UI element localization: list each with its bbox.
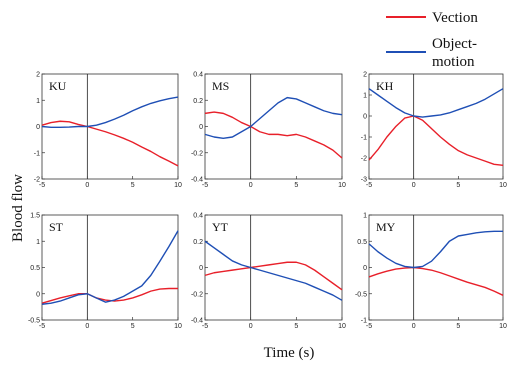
y-tick-label: -1	[34, 150, 40, 157]
x-axis-label: Time (s)	[264, 345, 315, 361]
series-line-object-motion	[204, 240, 343, 301]
x-tick-label: 5	[294, 323, 298, 330]
y-tick-label: 2	[363, 72, 367, 79]
x-tick-label: 5	[456, 182, 460, 189]
y-tick-label: 0.5	[357, 239, 367, 246]
y-tick-label: 1	[363, 93, 367, 100]
y-tick-label: 0.4	[193, 213, 203, 220]
x-tick-label: -5	[202, 182, 208, 189]
y-tick-label: -0.2	[191, 291, 203, 298]
y-tick-label: -0.2	[191, 150, 203, 157]
series-line-object-motion	[204, 96, 343, 140]
series-line-vection	[204, 111, 343, 159]
x-tick-label: 5	[131, 323, 135, 330]
legend-label-vection: Vection	[432, 10, 478, 26]
panel-title: MY	[376, 220, 396, 234]
x-tick-label: 0	[85, 323, 89, 330]
panel-title: YT	[212, 220, 229, 234]
y-tick-label: 0.2	[193, 239, 203, 246]
y-tick-label: -2	[361, 156, 367, 163]
series-line-object-motion	[41, 96, 179, 128]
y-tick-label: 0	[363, 265, 367, 272]
x-tick-label: 10	[174, 182, 182, 189]
x-tick-label: 10	[338, 323, 346, 330]
series-line-object-motion	[368, 88, 504, 118]
series-line-object-motion	[368, 230, 503, 269]
x-tick-label: -5	[366, 323, 372, 330]
panel-frame	[368, 73, 504, 180]
panel-title: KU	[49, 79, 67, 93]
y-tick-label: -0.5	[355, 291, 367, 298]
x-tick-label: -5	[366, 182, 372, 189]
x-tick-label: 10	[499, 323, 507, 330]
y-tick-label: 0	[363, 114, 367, 121]
panel-ku: -5 0 5 10 -2 -1 0 1 2 KU	[34, 72, 182, 190]
panel-title: ST	[49, 220, 64, 234]
x-tick-label: -5	[39, 182, 45, 189]
x-tick-label: 5	[294, 182, 298, 189]
x-tick-label: 10	[174, 323, 182, 330]
series-line-vection	[41, 120, 179, 167]
x-tick-label: 0	[85, 182, 89, 189]
y-axis-label: Blood flow	[10, 174, 26, 242]
series-line-object-motion	[41, 230, 179, 305]
x-tick-label: 5	[456, 323, 460, 330]
panel-title: KH	[376, 79, 394, 93]
y-tick-label: -0.4	[191, 177, 203, 184]
y-tick-label: 0	[199, 265, 203, 272]
panel-yt: -5 0 5 10 -0.4 -0.2 0 0.2 0.4 YT	[191, 213, 346, 331]
x-tick-label: 10	[338, 182, 346, 189]
y-tick-label: -1	[361, 318, 367, 325]
y-tick-label: -0.5	[28, 318, 40, 325]
y-tick-label: -1	[361, 135, 367, 142]
legend-label-object-motion-2: motion	[432, 54, 475, 70]
legend-label-object-motion: Object-	[432, 36, 477, 52]
y-tick-label: 1	[36, 239, 40, 246]
y-tick-label: 1	[363, 213, 367, 220]
y-tick-label: 1.5	[30, 213, 40, 220]
y-tick-label: 1	[36, 98, 40, 105]
panel-st: -5 0 5 10 -0.5 0 0.5 1 1.5 ST	[28, 213, 182, 331]
legend: Vection Object- motion	[386, 10, 478, 70]
x-tick-label: 0	[249, 182, 253, 189]
x-tick-label: 5	[131, 182, 135, 189]
y-tick-label: -3	[361, 177, 367, 184]
y-tick-label: 0.5	[30, 265, 40, 272]
x-tick-label: -5	[202, 323, 208, 330]
x-tick-label: 0	[249, 323, 253, 330]
x-tick-label: 10	[499, 182, 507, 189]
series-line-vection	[368, 115, 504, 167]
y-tick-label: -2	[34, 177, 40, 184]
y-tick-label: -0.4	[191, 318, 203, 325]
series-line-vection	[368, 266, 504, 296]
y-tick-label: 0.4	[193, 72, 203, 79]
panel-title: MS	[212, 79, 229, 93]
y-tick-label: 0.2	[193, 98, 203, 105]
panel-ms: -5 0 5 10 -0.4 -0.2 0 0.2 0.4 MS	[191, 72, 346, 190]
y-tick-label: 0	[36, 124, 40, 131]
x-tick-label: 0	[412, 323, 416, 330]
x-tick-label: 0	[412, 182, 416, 189]
y-tick-label: 2	[36, 72, 40, 79]
x-tick-label: -5	[39, 323, 45, 330]
y-tick-label: 0	[36, 291, 40, 298]
panel-kh: -5 0 5 10 -3 -2 -1 0 1 2 KH	[361, 72, 507, 190]
series-line-vection	[204, 261, 343, 291]
panel-my: -5 0 5 10 -1 -0.5 0 0.5 1 MY	[355, 213, 507, 331]
y-tick-label: 0	[199, 124, 203, 131]
